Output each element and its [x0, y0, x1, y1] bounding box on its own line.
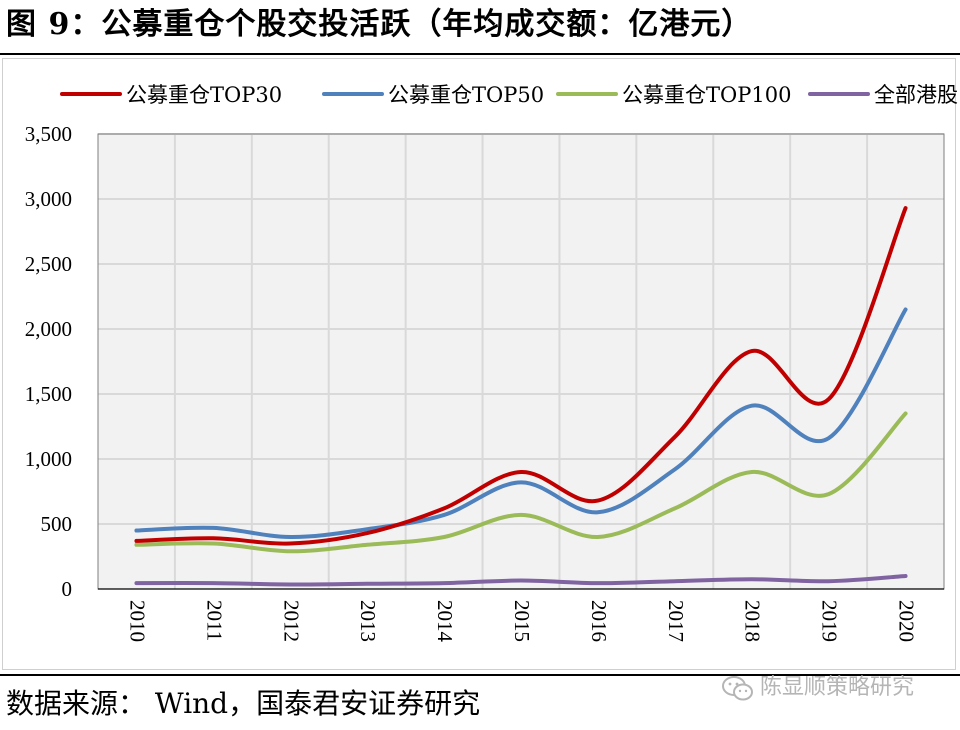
chart-frame	[2, 58, 956, 670]
y-tick-label: 2,500	[25, 252, 72, 276]
x-tick-label: 2012	[279, 600, 303, 642]
bottom-rule	[0, 674, 960, 676]
legend-label: 全部港股	[874, 83, 958, 107]
x-tick-label: 2019	[818, 600, 842, 642]
series-line	[134, 574, 908, 587]
x-tick-label: 2013	[356, 600, 380, 642]
watermark-text: 陈显顺策略研究	[760, 675, 915, 700]
x-tick-label: 2014	[433, 600, 457, 643]
series-line	[134, 206, 908, 546]
series-line	[134, 411, 908, 554]
series-line	[134, 307, 908, 540]
top-rule	[0, 53, 960, 55]
source-note: 数据来源： Wind，国泰君安证券研究	[6, 687, 481, 720]
line-chart: 0 500 1,000 1,500 2,000 2,500 3,000 3,500 2010 20…	[25, 83, 958, 643]
y-tick-label: 0	[62, 577, 73, 601]
chart-title: 图 9：公募重仓个股交投活跃（年均成交额：亿港元）	[6, 7, 753, 42]
x-tick-label: 2016	[587, 600, 611, 642]
legend-label: 公募重仓TOP100	[622, 83, 791, 107]
x-tick-label: 2018	[741, 600, 765, 642]
x-tick-label: 2011	[202, 600, 226, 641]
y-tick-label: 500	[41, 512, 73, 536]
x-tick-label: 2017	[664, 600, 688, 642]
wechat-icon	[722, 676, 753, 701]
y-tick-label: 2,000	[25, 317, 72, 341]
x-tick-label: 2010	[125, 600, 149, 642]
y-tick-label: 1,000	[25, 447, 72, 471]
y-tick-label: 3,000	[25, 187, 72, 211]
x-tick-label: 2020	[895, 600, 919, 642]
plot-area	[98, 134, 944, 589]
legend-label: 公募重仓TOP50	[388, 83, 544, 107]
legend-label: 公募重仓TOP30	[126, 83, 282, 107]
y-tick-label: 3,500	[25, 122, 72, 146]
x-tick-label: 2015	[510, 600, 534, 642]
y-tick-label: 1,500	[25, 382, 72, 406]
